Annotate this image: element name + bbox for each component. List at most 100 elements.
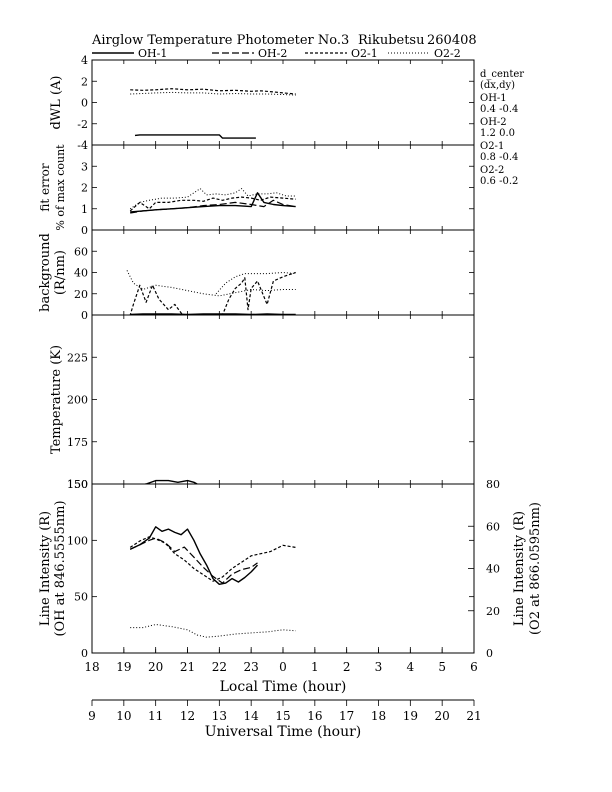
side-info-name: O2-2 xyxy=(480,165,504,176)
series-dwl-o2-1 xyxy=(130,88,296,95)
ytick-label: 40 xyxy=(74,267,88,280)
ytick-label: -4 xyxy=(77,139,88,152)
right-ylabel-sub: (O2 at 866.0595nm) xyxy=(528,502,543,635)
lt-tick-label: 3 xyxy=(375,660,383,674)
figure-title: Airglow Temperature Photometer No.3 xyxy=(91,33,349,48)
legend-label-o2-1: O2-1 xyxy=(351,47,378,60)
panel-dwl: -4 -2 0 2 4 dWL (A) xyxy=(49,54,475,152)
ytick-right-label: 60 xyxy=(486,520,500,533)
site-name: Rikubetsu xyxy=(358,33,424,48)
series-group-bg xyxy=(126,270,296,315)
lt-tick-label: 2 xyxy=(343,660,351,674)
series-int-o2-2 xyxy=(130,624,296,638)
ut-tick-label: 20 xyxy=(435,709,450,723)
panel-frame-fit xyxy=(91,144,475,231)
ytick-label: 2 xyxy=(81,182,88,195)
ut-tick-label: 10 xyxy=(116,709,131,723)
series-bg-oh-2 xyxy=(147,314,254,315)
ytick-label: 4 xyxy=(81,54,88,67)
lt-tick-label: 20 xyxy=(148,660,163,674)
panel-frame-bg xyxy=(91,229,475,316)
ylabel2-fit: % of max count xyxy=(54,144,67,231)
ut-tick-label: 16 xyxy=(307,709,322,723)
ut-tick-label: 14 xyxy=(244,709,260,723)
lt-tick-label: 22 xyxy=(212,660,227,674)
legend-label-o2-2: O2-2 xyxy=(434,47,461,60)
right-ylabel: Line Intensity (R) xyxy=(512,511,527,626)
ytick-label: -2 xyxy=(77,118,88,131)
series-int-oh-1 xyxy=(129,526,259,585)
legend-label-oh-2: OH-2 xyxy=(258,47,287,60)
ytick-label: 0 xyxy=(81,647,88,660)
ytick-label: 0 xyxy=(81,224,88,237)
ytick-right-label: 20 xyxy=(486,605,500,618)
ytick-label: 2 xyxy=(81,75,88,88)
series-group-dwl xyxy=(130,88,296,139)
ylabel-temp: Temperature (K) xyxy=(49,345,64,454)
figure-header: Airglow Temperature Photometer No.3 Riku… xyxy=(91,33,477,48)
legend-label-oh-1: OH-1 xyxy=(138,47,167,60)
date-label: 260408 xyxy=(427,33,477,48)
side-info-name: O2-1 xyxy=(480,141,504,152)
lt-tick-label: 5 xyxy=(438,660,446,674)
legend: OH-1 OH-2 O2-1 O2-2 xyxy=(92,47,461,60)
lt-tick-label: 4 xyxy=(407,660,415,674)
local-time-label: Local Time (hour) xyxy=(220,679,347,695)
series-int-o2-1 xyxy=(129,536,296,582)
lt-tick-label: 18 xyxy=(84,660,99,674)
ut-tick-label: 9 xyxy=(88,709,96,723)
panel-frame-int xyxy=(91,483,475,654)
ut-tick-label: 18 xyxy=(371,709,386,723)
side-info-value: 0.6 -0.2 xyxy=(480,176,518,187)
side-info-name: OH-2 xyxy=(480,117,507,128)
lt-tick-label: 1 xyxy=(311,660,319,674)
ylabel-int: Line Intensity (R) xyxy=(38,511,53,626)
lt-tick-label: 6 xyxy=(470,660,478,674)
ut-tick-label: 17 xyxy=(339,709,354,723)
panel-bg: 0 20 40 60 background (R/nm) xyxy=(38,229,475,322)
ytick-right-label: 80 xyxy=(486,478,500,491)
panel-frame-dwl xyxy=(91,59,475,146)
series-group-temp xyxy=(142,479,258,484)
side-info-value: 0.4 -0.4 xyxy=(480,104,518,115)
side-info-value: 0.8 -0.4 xyxy=(480,152,518,163)
series-bg-oh-1 xyxy=(130,313,296,315)
ytick-label: 100 xyxy=(67,534,88,547)
ut-tick-label: 11 xyxy=(148,709,163,723)
series-bg-o2-2 xyxy=(126,270,296,297)
series-temp-oh-1 xyxy=(142,479,258,484)
ytick-label: 225 xyxy=(67,351,88,364)
series-fit-oh-1 xyxy=(130,192,296,213)
side-info-value: 1.2 0.0 xyxy=(480,128,515,139)
ytick-label: 200 xyxy=(67,394,88,407)
ylabel-bg: background xyxy=(38,233,53,312)
ut-tick-label: 21 xyxy=(466,709,481,723)
ut-tick-label: 12 xyxy=(180,709,195,723)
ylabel-dwl: dWL (A) xyxy=(49,76,64,130)
ytick-label: 150 xyxy=(67,478,88,491)
ytick-label: 20 xyxy=(74,288,88,301)
ylabel2-int: (OH at 846.5555nm) xyxy=(53,500,68,636)
ytick-label: 50 xyxy=(74,591,88,604)
series-fit-oh-2 xyxy=(130,199,296,214)
side-info-header: d_center xyxy=(480,69,524,80)
ytick-label: 1 xyxy=(81,203,88,216)
ut-tick-label: 13 xyxy=(212,709,227,723)
ytick-label: 3 xyxy=(81,160,88,173)
ylabel-fit: fit error xyxy=(38,163,52,211)
panel-fit: 0 1 2 3 fit error% of max count xyxy=(38,144,475,237)
ytick-label: 0 xyxy=(81,309,88,322)
ytick-label: 175 xyxy=(67,436,88,449)
side-info: d_center(dx,dy) OH-10.4 -0.4 OH-21.2 0.0 O2… xyxy=(480,69,524,187)
ytick-right-label: 0 xyxy=(486,647,493,660)
side-info-subheader: (dx,dy) xyxy=(480,80,515,91)
ylabel2-bg: (R/nm) xyxy=(53,250,68,295)
ytick-label: 150 xyxy=(67,478,88,491)
lt-tick-label: 23 xyxy=(244,660,259,674)
series-fit-o2-1 xyxy=(129,196,296,212)
ut-tick-label: 19 xyxy=(403,709,418,723)
lt-tick-label: 21 xyxy=(180,660,195,674)
